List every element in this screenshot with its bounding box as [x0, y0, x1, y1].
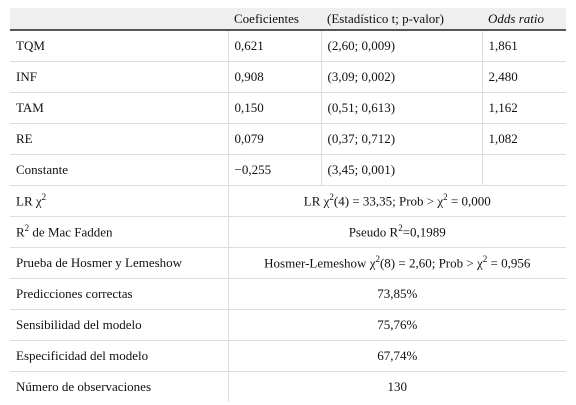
row-label: Sensibilidad del modelo [10, 309, 229, 341]
merged-cell: 75,76% [228, 309, 566, 341]
text: Especificidad del modelo [16, 348, 149, 363]
cell: −0,255 [228, 154, 322, 186]
cell: (0,37; 0,712) [321, 123, 483, 155]
row: Especificidad del modelo 67,74% [10, 340, 566, 372]
text: (8) = 2,60; Prob > χ [379, 255, 483, 271]
cell: 0,150 [228, 92, 322, 124]
cell: 1,861 [482, 29, 566, 62]
row-label: LR χ2 [10, 185, 229, 217]
cell: (2,60; 0,009) [321, 29, 483, 62]
text: Predicciones correctas [16, 286, 133, 301]
results-table: Coeficientes (Estadístico t; p-valor) Od… [10, 8, 566, 402]
text: RE [16, 131, 33, 146]
text: LR χ [303, 193, 330, 209]
row: Número de observaciones 130 [10, 371, 566, 402]
cell: (3,09; 0,002) [321, 61, 483, 93]
cell: (3,45; 0,001) [321, 154, 483, 186]
row: Prueba de Hosmer y Lemeshow Hosmer-Lemesh… [10, 247, 566, 279]
merged-cell: 130 [228, 371, 566, 402]
cell: 1,162 [482, 92, 566, 124]
row: Constante −0,255 (3,45; 0,001) [10, 154, 566, 186]
cell: 1,082 [482, 123, 566, 155]
cell [482, 154, 566, 186]
text: Constante [16, 162, 68, 177]
header-cell: Coeficientes [228, 8, 321, 31]
text: = 0,000 [447, 193, 491, 209]
row: INF 0,908 (3,09; 0,002) 2,480 [10, 61, 566, 93]
text: Prueba de Hosmer y Lemeshow [16, 255, 183, 270]
superscript: 2 [482, 254, 488, 265]
row-label: TQM [10, 29, 229, 62]
superscript: 2 [443, 192, 448, 203]
text: de Mac Fadden [29, 224, 113, 240]
superscript: 2 [41, 192, 47, 203]
text: = 0,956 [487, 255, 531, 271]
row: TQM 0,621 (2,60; 0,009) 1,861 [10, 29, 566, 62]
row: Predicciones correctas 73,85% [10, 278, 566, 310]
merged-cell: 73,85% [228, 278, 566, 310]
text: =0,1989 [402, 224, 446, 240]
row-label: RE [10, 123, 229, 155]
header-cell: Odds ratio [482, 8, 566, 31]
row-label: INF [10, 61, 229, 93]
superscript: 2 [375, 254, 380, 265]
text: Sensibilidad del modelo [16, 317, 142, 332]
cell: 2,480 [482, 61, 566, 93]
cell: 0,908 [228, 61, 322, 93]
header-cell: (Estadístico t; p-valor) [321, 8, 482, 31]
row-label: Constante [10, 154, 229, 186]
text: R [16, 224, 25, 240]
table-body: TQM 0,621 (2,60; 0,009) 1,861 INF 0,908 (3,09;… [10, 29, 566, 402]
text: 130 [387, 379, 408, 394]
row: TAM 0,150 (0,51; 0,613) 1,162 [10, 92, 566, 124]
cell: 0,621 [228, 29, 322, 62]
cell: (0,51; 0,613) [321, 92, 483, 124]
header-cell [10, 8, 228, 31]
row-label: Predicciones correctas [10, 278, 229, 310]
text: Pseudo R [348, 224, 399, 240]
row: Sensibilidad del modelo 75,76% [10, 309, 566, 341]
merged-cell: 67,74% [228, 340, 566, 372]
text: Hosmer-Lemeshow χ [264, 255, 376, 271]
text: 73,85% [377, 286, 418, 301]
cell: 0,079 [228, 123, 322, 155]
merged-cell: LR χ2(4) = 33,35; Prob > χ2 = 0,000 [228, 185, 566, 217]
text: (4) = 33,35; Prob > χ [333, 193, 444, 209]
text: 67,74% [377, 348, 418, 363]
row-label: Número de observaciones [10, 371, 229, 402]
superscript: 2 [24, 223, 30, 234]
text: TQM [16, 38, 45, 53]
row: R2 de Mac Fadden Pseudo R2=0,1989 [10, 216, 566, 248]
header-row: Coeficientes (Estadístico t; p-valor) Od… [10, 8, 566, 31]
superscript: 2 [398, 223, 403, 234]
row-label: Prueba de Hosmer y Lemeshow [10, 247, 229, 279]
row-label: TAM [10, 92, 229, 124]
row-label: Especificidad del modelo [10, 340, 229, 372]
row: LR χ2 LR χ2(4) = 33,35; Prob > χ2 = 0,000 [10, 185, 566, 217]
row: RE 0,079 (0,37; 0,712) 1,082 [10, 123, 566, 155]
text: LR χ [16, 193, 42, 209]
text: TAM [16, 100, 44, 115]
superscript: 2 [329, 192, 334, 203]
row-label: R2 de Mac Fadden [10, 216, 229, 248]
merged-cell: Hosmer-Lemeshow χ2(8) = 2,60; Prob > χ2 … [228, 247, 566, 279]
merged-cell: Pseudo R2=0,1989 [228, 216, 566, 248]
text: 75,76% [377, 317, 418, 332]
text: Número de observaciones [16, 379, 152, 394]
text: INF [16, 69, 37, 84]
